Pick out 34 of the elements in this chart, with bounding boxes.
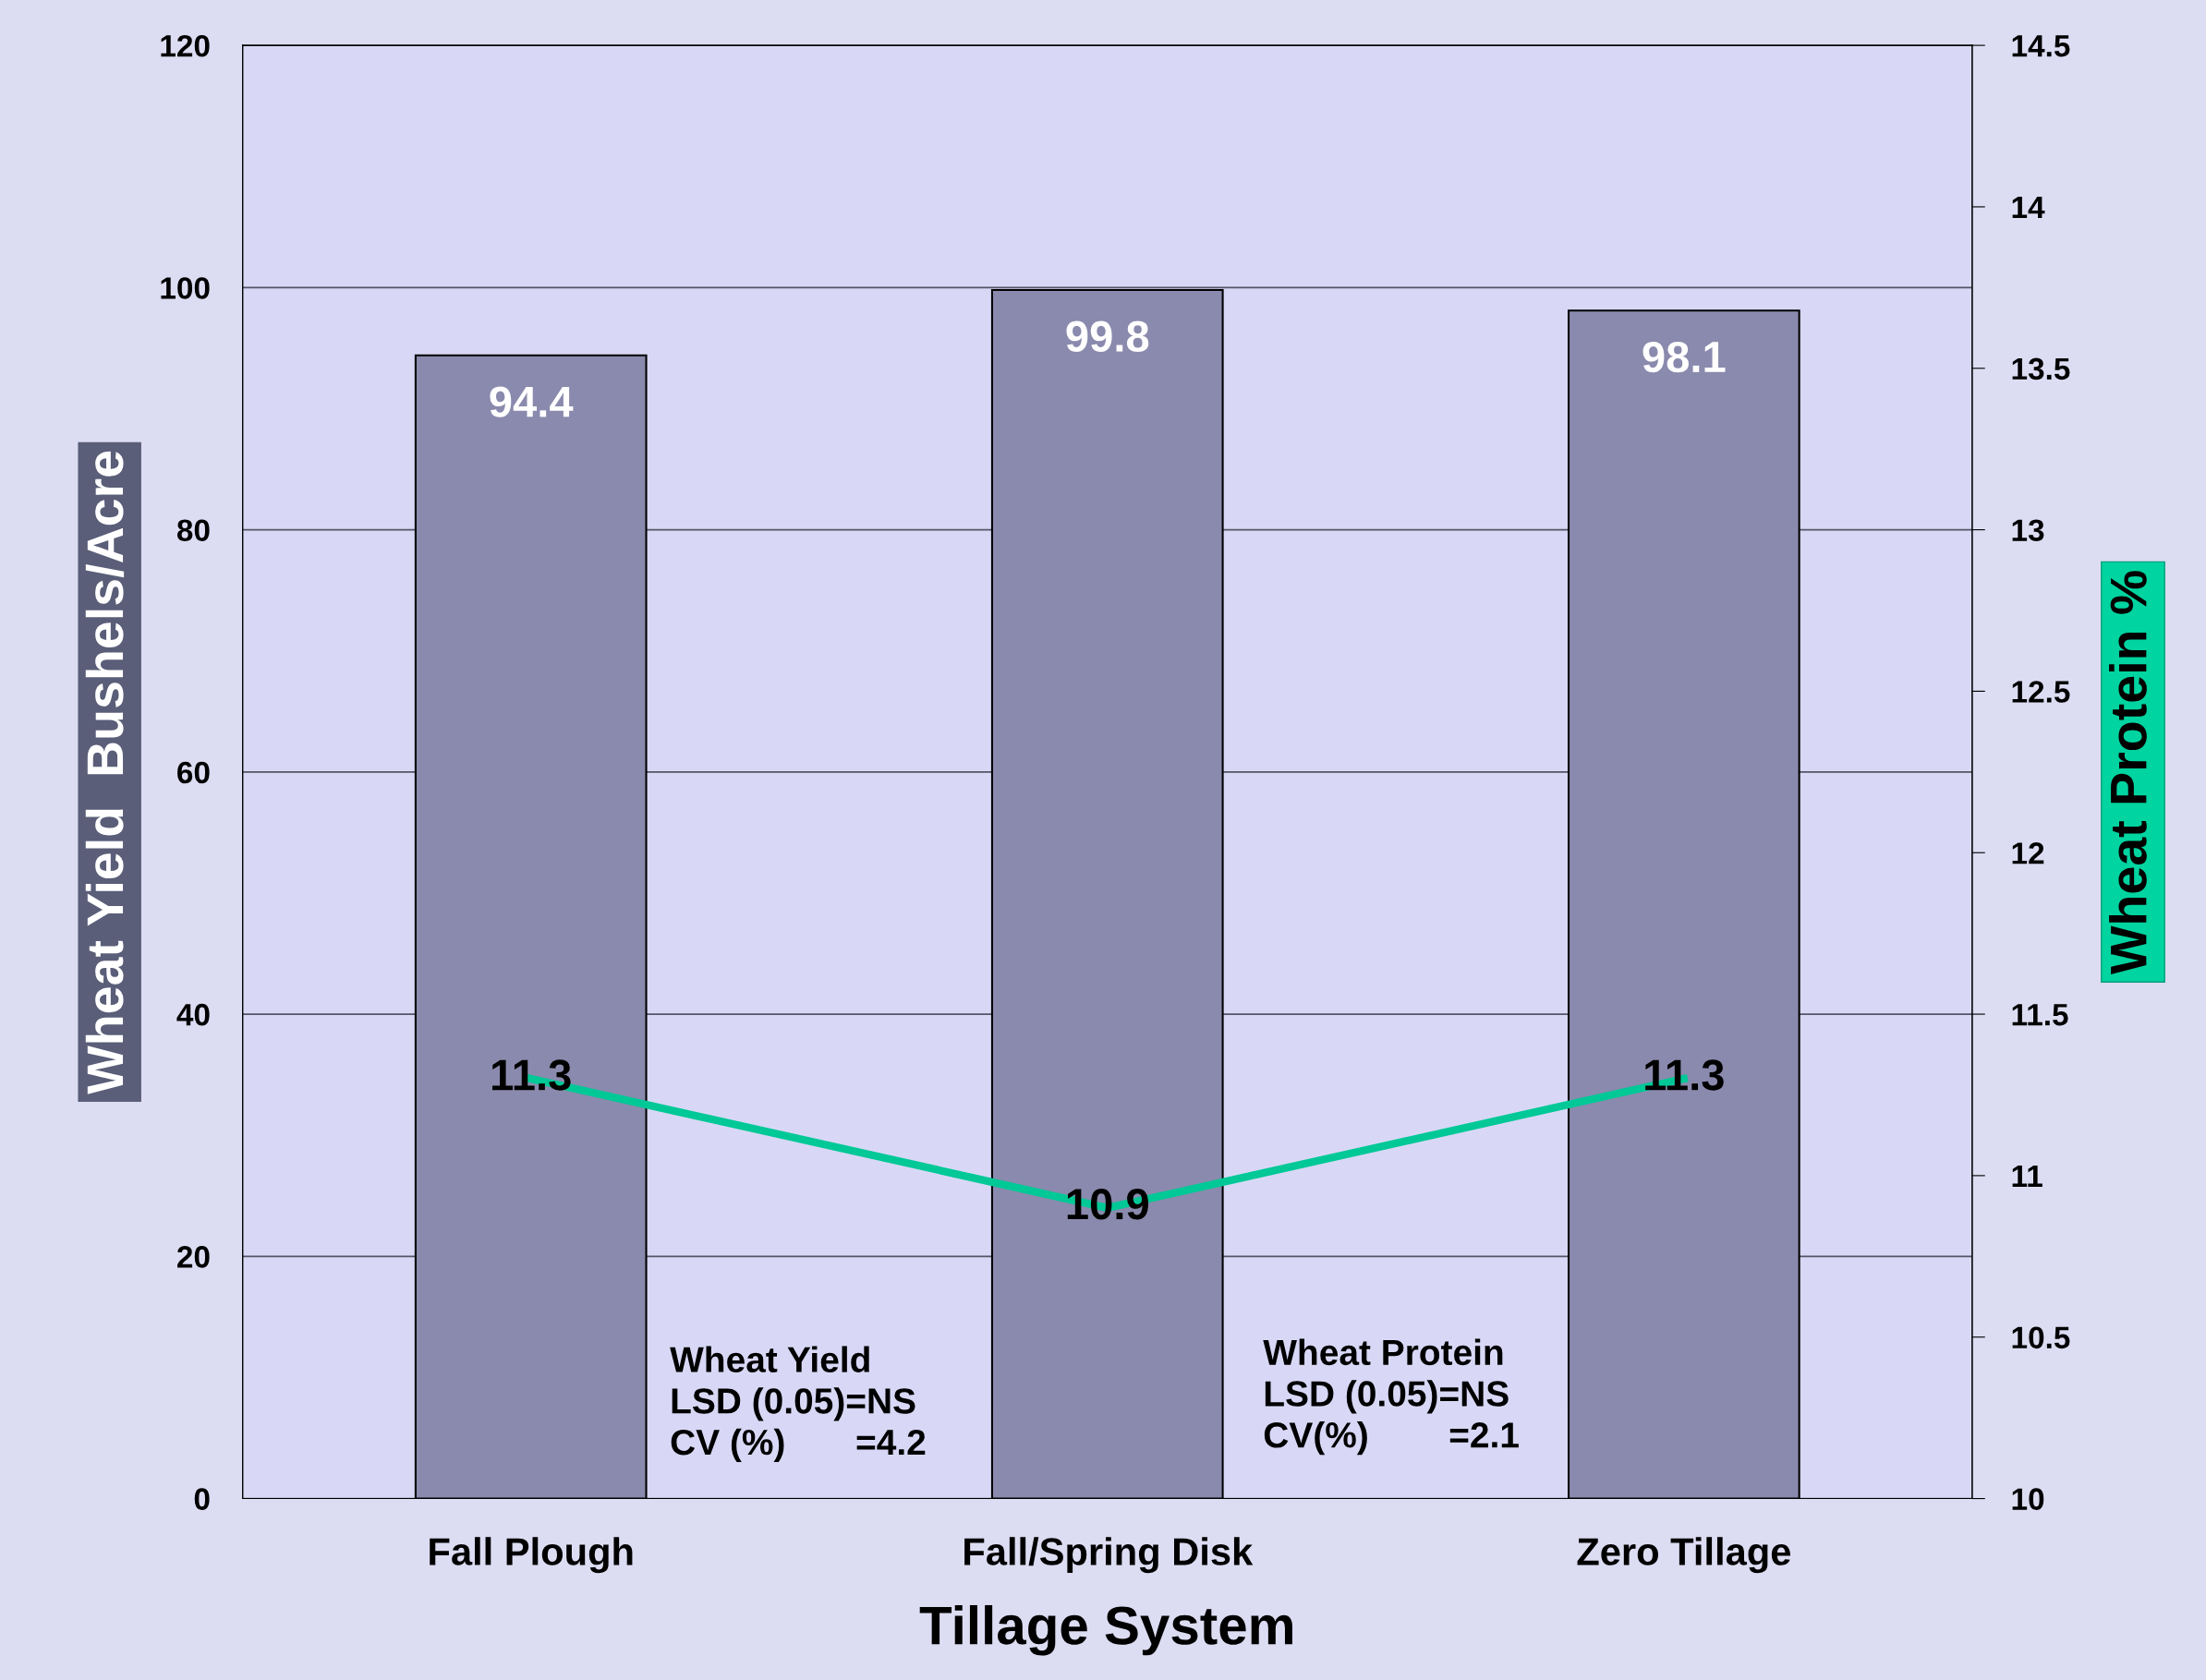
y2-tick-label: 12 [2012,842,2044,864]
bar [1567,309,1800,1499]
annotation: Wheat Protein LSD (0.05)=NS CV(%) =2.1 [1263,1338,1519,1456]
y2-tick-label: 12.5 [2012,681,2070,703]
y2-tick-label: 13 [2012,519,2044,542]
bar [990,288,1224,1499]
annotation: Wheat Yield LSD (0.05)=NS CV (%) =4.2 [670,1346,926,1463]
y2-tick-label: 13.5 [2012,357,2070,381]
y2-axis-title: Wheat Protein % [2109,571,2147,974]
y2-tick-label: 11.5 [2012,1004,2068,1026]
y2-tick-label: 14 [2012,197,2045,219]
y-axis-title: Wheat Yield Bushels/Acre [85,451,125,1094]
y-tick-label: 40 [176,1003,210,1026]
y-tick-label: 60 [177,761,210,784]
data-label: 98.1 [1642,341,1726,373]
y2-tick-label: 11 [2012,1166,2042,1187]
x-tick-label: Fall/Spring Disk [964,1537,1254,1574]
y-tick-label: 80 [176,519,210,541]
y2-tick-label: 10 [2012,1488,2044,1510]
y-tick-label: 100 [161,277,210,299]
x-tick-label: Fall Plough [430,1537,633,1574]
data-label: 10.9 [1067,1189,1148,1220]
data-label: 11.3 [492,1059,571,1091]
data-label: 94.4 [490,386,574,417]
y2-tick-label: 10.5 [2012,1326,2070,1349]
bar [414,354,648,1499]
x-axis-title: Tillage System [919,1604,1292,1656]
y-tick-label: 120 [161,34,210,57]
y-tick-label: 20 [177,1246,210,1268]
y-tick-label: 0 [194,1488,210,1510]
data-label: 11.3 [1645,1059,1724,1091]
y2-tick-label: 14.5 [2012,35,2070,57]
data-label: 99.8 [1066,320,1149,353]
x-tick-label: Zero Tillage [1577,1537,1790,1574]
